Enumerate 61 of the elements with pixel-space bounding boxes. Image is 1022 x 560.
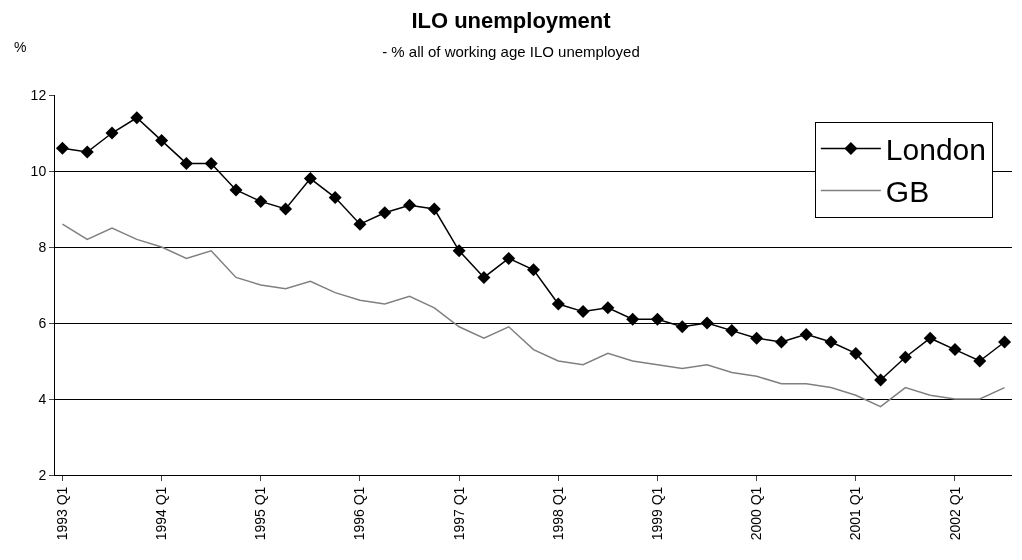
y-tick-label: 10 (30, 162, 47, 179)
point (502, 251, 516, 265)
point (551, 297, 565, 311)
point (799, 327, 813, 341)
point (55, 141, 69, 155)
point (601, 301, 615, 315)
point (824, 335, 838, 349)
point (229, 183, 243, 197)
point (155, 134, 169, 148)
x-tick-label: 1997 Q1 (450, 486, 467, 541)
x-tick-label: 1999 Q1 (649, 486, 666, 541)
point (279, 202, 293, 216)
legend-label: London (885, 133, 986, 167)
point (576, 305, 590, 319)
y-tick-label: 2 (38, 466, 47, 483)
point (948, 343, 962, 357)
point (774, 335, 788, 349)
point (998, 335, 1012, 349)
chart-title: ILO unemployment (411, 8, 612, 33)
point (973, 354, 987, 368)
point (378, 206, 392, 220)
y-tick-label: 8 (38, 238, 47, 255)
point (353, 217, 367, 231)
x-tick-label: 2001 Q1 (847, 486, 864, 541)
point (650, 312, 664, 326)
x-tick-label: 1995 Q1 (252, 486, 269, 541)
point (675, 320, 689, 334)
y-tick-label: 12 (30, 86, 47, 103)
y-tick-label: 6 (38, 314, 47, 331)
point (403, 198, 417, 212)
line-series (61, 223, 1006, 408)
point (179, 156, 193, 170)
point (750, 331, 764, 345)
point (303, 172, 317, 186)
point (427, 202, 441, 216)
y-tick-label: 4 (38, 390, 47, 407)
point (328, 191, 342, 205)
point (700, 316, 714, 330)
point (254, 194, 268, 208)
point (204, 156, 218, 170)
point (477, 270, 491, 284)
x-tick-label: 1998 Q1 (549, 486, 566, 541)
x-tick-label: 2000 Q1 (748, 486, 765, 541)
point (527, 263, 540, 277)
point (874, 373, 888, 387)
point (626, 312, 640, 326)
point (898, 350, 912, 364)
x-tick-label: 1993 Q1 (53, 486, 70, 541)
point (849, 346, 863, 360)
y-axis-title: % (14, 39, 27, 55)
point (80, 145, 94, 159)
legend-label: GB (885, 175, 930, 209)
point (725, 324, 739, 338)
x-tick-label: 1996 Q1 (351, 486, 368, 541)
point (923, 331, 937, 345)
point (105, 126, 119, 140)
point (452, 244, 466, 258)
x-tick-label: 1994 Q1 (153, 486, 170, 541)
point (130, 111, 144, 125)
chart-subtitle: - % all of working age ILO unemployed (382, 42, 640, 60)
x-tick-label: 2002 Q1 (946, 486, 963, 541)
